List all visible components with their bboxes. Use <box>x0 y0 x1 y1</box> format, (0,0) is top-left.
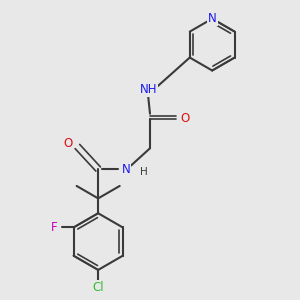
Text: N: N <box>208 12 217 25</box>
Text: Cl: Cl <box>92 281 104 294</box>
Text: NH: NH <box>140 83 157 96</box>
Text: O: O <box>63 136 72 150</box>
Text: H: H <box>140 167 148 177</box>
Text: O: O <box>180 112 189 125</box>
Text: F: F <box>51 221 58 234</box>
Text: N: N <box>122 163 130 176</box>
